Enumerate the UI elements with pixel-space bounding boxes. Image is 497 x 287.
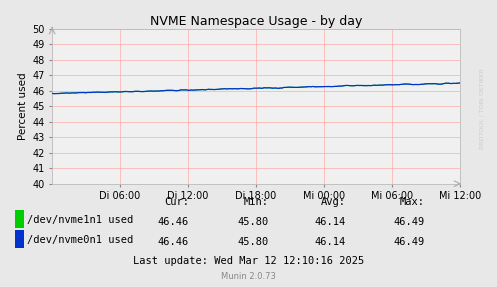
Text: Cur:: Cur: bbox=[164, 197, 189, 207]
Text: Min:: Min: bbox=[244, 197, 268, 207]
Text: 46.49: 46.49 bbox=[394, 237, 425, 247]
Text: Last update: Wed Mar 12 12:10:16 2025: Last update: Wed Mar 12 12:10:16 2025 bbox=[133, 256, 364, 266]
Text: 46.46: 46.46 bbox=[158, 237, 189, 247]
Text: Munin 2.0.73: Munin 2.0.73 bbox=[221, 272, 276, 281]
Text: 46.14: 46.14 bbox=[314, 237, 345, 247]
Y-axis label: Percent used: Percent used bbox=[18, 72, 28, 140]
Text: Avg:: Avg: bbox=[321, 197, 345, 207]
Text: 46.49: 46.49 bbox=[394, 217, 425, 227]
Text: 45.80: 45.80 bbox=[237, 217, 268, 227]
Text: Max:: Max: bbox=[400, 197, 425, 207]
Text: 46.46: 46.46 bbox=[158, 217, 189, 227]
Text: /dev/nvme1n1 used: /dev/nvme1n1 used bbox=[27, 215, 134, 224]
Text: /dev/nvme0n1 used: /dev/nvme0n1 used bbox=[27, 235, 134, 245]
Text: RRDTOOL / TOBI OETIKER: RRDTOOL / TOBI OETIKER bbox=[480, 69, 485, 150]
Title: NVME Namespace Usage - by day: NVME Namespace Usage - by day bbox=[150, 15, 362, 28]
Text: 46.14: 46.14 bbox=[314, 217, 345, 227]
Text: 45.80: 45.80 bbox=[237, 237, 268, 247]
